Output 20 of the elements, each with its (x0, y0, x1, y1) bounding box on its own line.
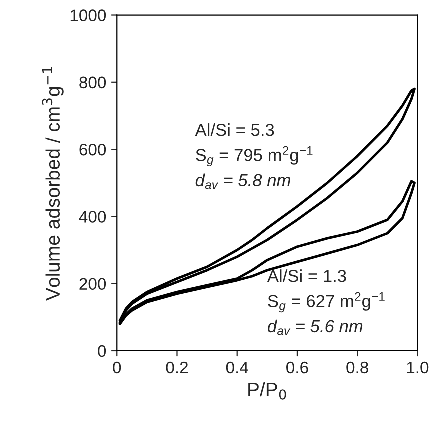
x-tick-label: 0.8 (346, 362, 368, 374)
y-tick-label: 0 (98, 345, 106, 358)
y-tick-label: 600 (80, 144, 106, 156)
x-tick-label: 1.0 (407, 362, 429, 374)
x-tick-label: 0.2 (166, 362, 188, 374)
annotation: Al/Si = 5.3 (195, 124, 274, 136)
x-tick-label: 0 (113, 362, 122, 374)
y-tick-label: 400 (79, 211, 106, 223)
x-axis-title: P/P$_{0}$ (248, 382, 286, 400)
x-tick-label: 0.6 (286, 362, 308, 374)
annotation: d$_{av}$ = 5.6 nm (268, 320, 363, 336)
annotation: d$_{av}$ = 5.8 nm (196, 174, 290, 190)
y-tick-label: 200 (80, 278, 106, 290)
annotation: Al/Si = 1.3 (267, 270, 346, 282)
x-tick-label: 0.4 (226, 362, 248, 374)
y-tick-label: 1000 (70, 10, 106, 22)
annotation: S$_{g}$ = 627 m$^{2}$g$^{−1}$ (268, 292, 385, 313)
y-axis-title: Volume adsorbed / cm$^{3}$g$^{−1}$ (42, 67, 64, 301)
y-tick-label: 800 (80, 76, 106, 89)
annotation: S$_{g}$ = 795 m$^{2}$g$^{−1}$ (196, 146, 313, 167)
